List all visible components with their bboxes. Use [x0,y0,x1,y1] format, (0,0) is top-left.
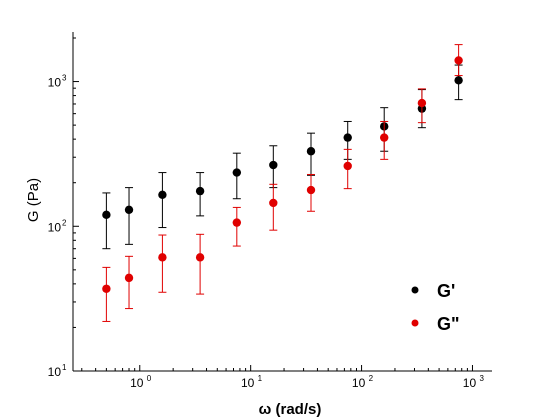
data-point [380,133,389,142]
data-point [306,185,316,195]
data-point [306,147,316,156]
legend: G' G" [411,281,460,334]
y-tick-label-exponent: 2 [62,218,67,227]
x-tick-label-exponent: 3 [479,374,484,383]
data-point [102,210,111,220]
data-point [124,205,134,214]
x-tick-label: 10 [463,376,477,390]
legend-label: G" [437,314,460,334]
data-point [454,56,463,65]
data-point [195,186,205,196]
legend-label: G' [437,281,455,301]
data-point [343,161,352,171]
data-point [269,198,278,208]
ticks: 10 0 10 1 10 2 10 310 110 210 3 [48,37,484,390]
y-tick-label: 10 [48,76,62,90]
data-point [343,133,352,142]
x-tick-label: 10 [241,376,255,390]
data-point [195,253,205,262]
x-tick-label-exponent: 2 [369,374,374,383]
y-tick-label-exponent: 1 [62,363,67,372]
x-axis-label: ω (rad/s) [259,401,322,418]
data-point [102,284,111,293]
data-point [232,168,242,177]
data-point [417,98,427,108]
data-point [158,253,167,262]
series-group [102,44,463,322]
y-axis-label: G (Pa) [25,178,42,222]
series-2 [102,44,463,322]
legend-marker [411,319,419,327]
data-point [269,160,278,170]
x-tick-label-exponent: 0 [147,374,152,383]
x-tick-label: 10 [352,376,366,390]
data-point [158,190,167,200]
x-tick-label-exponent: 1 [258,374,263,383]
data-point [124,273,134,283]
series-1 [102,64,463,250]
y-tick-label: 10 [48,365,62,379]
data-point [232,218,242,227]
y-tick-label: 10 [48,220,62,234]
legend-marker [411,286,419,294]
axes [72,32,492,372]
x-tick-label: 10 [130,376,144,390]
y-tick-label-exponent: 3 [62,74,67,83]
data-point [454,76,463,85]
